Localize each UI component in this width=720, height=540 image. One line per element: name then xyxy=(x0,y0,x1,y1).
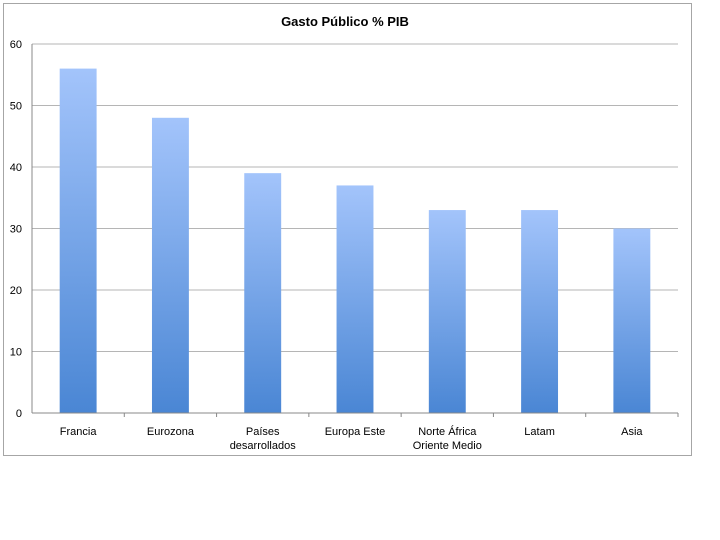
x-tick-label: Francia xyxy=(60,426,98,438)
gridlines xyxy=(32,43,678,352)
x-tick-label: Europa Este xyxy=(325,426,386,438)
x-tick-label: Norte África Oriente Medio xyxy=(413,425,482,452)
y-tick-label: 20 xyxy=(10,285,22,297)
bar xyxy=(336,185,374,413)
bar xyxy=(59,68,97,413)
x-tick-label: Latam xyxy=(524,426,555,438)
x-tick-label: Asia xyxy=(621,426,643,438)
bar xyxy=(521,210,559,413)
bar xyxy=(428,210,466,413)
y-tick-label: 30 xyxy=(10,224,22,236)
x-tick-label: Eurozona xyxy=(147,426,195,438)
x-tick-label: Países desarrollados xyxy=(230,426,297,452)
bar xyxy=(151,117,189,414)
bars xyxy=(59,68,651,414)
y-tick-label: 0 xyxy=(16,408,22,420)
y-tick-label: 60 xyxy=(10,39,22,51)
y-tick-label: 40 xyxy=(10,162,22,174)
chart-title: Gasto Público % PIB xyxy=(281,14,409,29)
y-tick-label: 50 xyxy=(10,101,22,113)
bar xyxy=(244,173,282,413)
axes: 0 10 20 30 40 50 60 Francia Eurozona Países desarr… xyxy=(10,39,679,452)
bar xyxy=(613,228,651,413)
y-tick-label: 10 xyxy=(10,347,22,359)
